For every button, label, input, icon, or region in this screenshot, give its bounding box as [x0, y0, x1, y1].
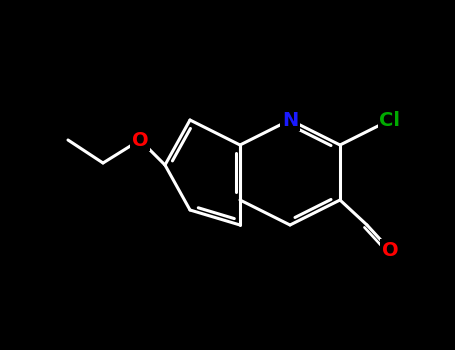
Text: N: N	[282, 111, 298, 130]
Text: O: O	[131, 131, 148, 149]
Text: O: O	[382, 240, 398, 259]
Text: Cl: Cl	[379, 111, 400, 130]
